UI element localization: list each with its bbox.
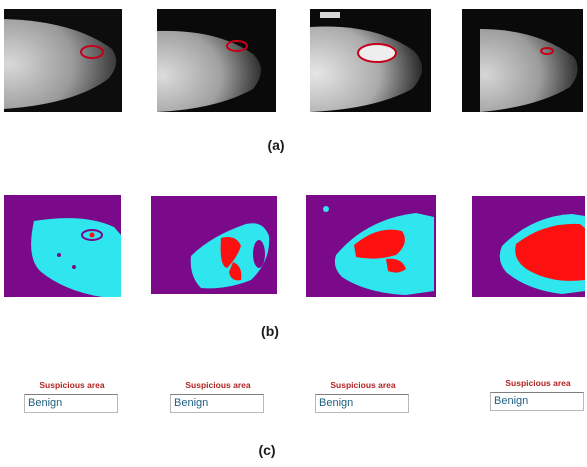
suspicious-area-title: Suspicious area bbox=[330, 380, 396, 390]
caption-c: (c) bbox=[258, 442, 276, 458]
result-box-3: Suspicious area Benign bbox=[315, 380, 411, 416]
segmentation-3 bbox=[306, 195, 436, 297]
result-value: Benign bbox=[28, 397, 63, 409]
result-box-4: Suspicious area Benign bbox=[490, 378, 586, 414]
mammogram-3 bbox=[310, 9, 431, 112]
result-field: Benign bbox=[24, 394, 118, 413]
caption-a: (a) bbox=[267, 137, 285, 153]
segmentation-4 bbox=[472, 196, 585, 297]
segmentation-2 bbox=[151, 196, 277, 294]
caption-b: (b) bbox=[261, 323, 279, 339]
mammogram-2 bbox=[157, 9, 276, 112]
suspicious-area-title: Suspicious area bbox=[505, 378, 571, 388]
result-value: Benign bbox=[174, 397, 209, 409]
suspicious-area-title: Suspicious area bbox=[39, 380, 105, 390]
result-field: Benign bbox=[490, 392, 584, 411]
result-box-1: Suspicious area Benign bbox=[24, 380, 120, 416]
result-field: Benign bbox=[315, 394, 409, 413]
suspicious-area-title: Suspicious area bbox=[185, 380, 251, 390]
result-value: Benign bbox=[494, 395, 529, 407]
mammogram-1 bbox=[4, 9, 122, 112]
result-box-2: Suspicious area Benign bbox=[170, 380, 266, 416]
result-field: Benign bbox=[170, 394, 264, 413]
mammogram-4 bbox=[462, 9, 583, 112]
segmentation-1 bbox=[4, 195, 121, 297]
result-value: Benign bbox=[319, 397, 354, 409]
